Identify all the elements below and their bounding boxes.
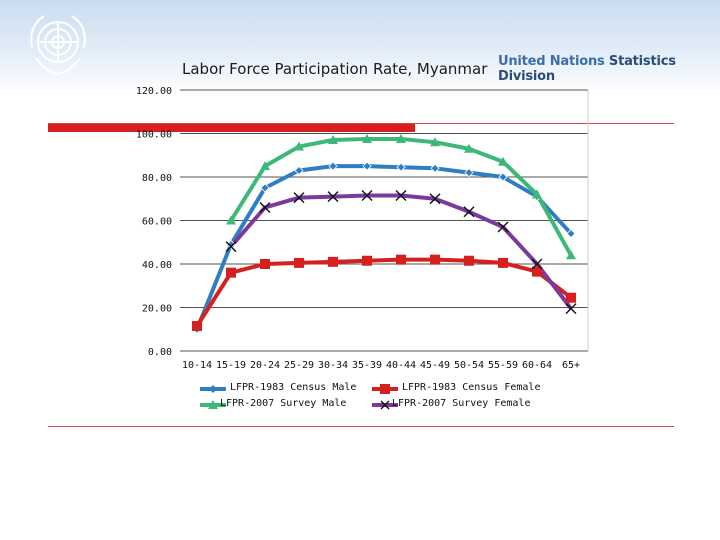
data-point-s2-5: [362, 133, 372, 143]
x-tick-label: 65+: [562, 360, 580, 371]
data-point-s3-4: [327, 191, 339, 203]
x-tick-label: 25-29: [284, 360, 314, 371]
y-tick-label: 100.00: [136, 130, 172, 141]
data-point-s0-2: [260, 183, 270, 193]
data-point-s3-5: [361, 189, 373, 201]
data-point-s1-11: [566, 292, 576, 303]
bottom-rule: [48, 426, 674, 427]
data-point-s0-3: [294, 165, 304, 176]
data-point-s2-4: [328, 135, 338, 145]
data-point-s3-9: [497, 221, 509, 233]
legend-label: LFPR-2007 Survey Male: [220, 398, 347, 409]
series-line-0: [195, 164, 573, 330]
un-emblem-icon: [30, 15, 86, 76]
data-point-s0-4: [328, 161, 338, 171]
data-point-s0-7: [430, 163, 440, 173]
org-name-part1: United Nations: [498, 54, 605, 69]
data-point-s3-3: [293, 192, 305, 204]
org-name-part2: Statistics Division: [498, 54, 676, 84]
chart-title: Labor Force Participation Rate, Myanmar: [182, 60, 488, 78]
data-point-s2-10: [532, 189, 542, 199]
legend-swatch: [200, 400, 226, 409]
data-point-s0-9: [498, 172, 508, 182]
data-point-s1-0: [192, 320, 202, 331]
x-tick-label: 35-39: [352, 360, 382, 371]
data-point-s2-11: [566, 250, 576, 260]
legend-swatch: [200, 385, 226, 393]
data-point-s1-7: [430, 254, 440, 265]
data-point-s3-11: [565, 303, 577, 315]
x-tick-label: 55-59: [488, 360, 518, 371]
y-tick-label: 80.00: [142, 173, 172, 184]
x-tick-label: 10-14: [182, 360, 212, 371]
data-point-s2-1: [226, 215, 236, 225]
data-point-s1-9: [498, 257, 508, 268]
data-point-s2-9: [498, 156, 508, 166]
org-name: United Nations Statistics Division: [498, 54, 720, 84]
data-point-s2-8: [464, 143, 474, 153]
x-tick-label: 20-24: [250, 360, 280, 371]
data-point-s2-7: [430, 137, 440, 147]
data-point-s3-8: [463, 206, 475, 218]
x-tick-label: 40-44: [386, 360, 416, 371]
series-line-1: [195, 257, 573, 328]
legend-swatch: [372, 384, 398, 394]
data-point-s1-8: [464, 255, 474, 266]
data-point-s2-3: [294, 141, 304, 151]
data-point-s1-10: [532, 266, 542, 277]
y-tick-label: 20.00: [142, 304, 172, 315]
data-point-s2-2: [260, 161, 270, 171]
data-point-s0-6: [396, 162, 406, 172]
data-point-s0-11: [566, 228, 576, 239]
data-point-s1-5: [362, 255, 372, 266]
y-tick-label: 0.00: [148, 347, 172, 358]
data-point-s0-8: [464, 168, 474, 178]
data-point-s1-2: [260, 259, 270, 269]
top-rule: [48, 123, 674, 124]
data-point-s3-10: [531, 258, 543, 270]
data-point-s1-3: [294, 257, 304, 268]
x-tick-label: 60-64: [522, 360, 552, 371]
x-tick-label: 45-49: [420, 360, 450, 371]
data-point-s2-6: [396, 133, 406, 143]
x-tick-label: 30-34: [318, 360, 348, 371]
y-tick-label: 40.00: [142, 260, 172, 271]
data-point-s1-4: [328, 256, 338, 267]
legend-label: LFPR-2007 Survey Female: [392, 398, 531, 409]
data-point-s0-5: [362, 161, 372, 171]
header-band: [0, 0, 720, 95]
data-point-s3-7: [429, 193, 441, 205]
data-point-s1-1: [226, 267, 236, 278]
legend-swatch: [372, 400, 398, 410]
y-tick-label: 120.00: [136, 86, 172, 97]
y-tick-label: 60.00: [142, 217, 172, 228]
series-line-3: [229, 193, 573, 310]
x-tick-label: 50-54: [454, 360, 484, 371]
data-point-s3-1: [225, 241, 237, 253]
legend-label: LFPR-1983 Census Male: [230, 382, 357, 393]
data-point-s3-6: [395, 189, 407, 201]
x-tick-label: 15-19: [216, 360, 246, 371]
accent-bar: [48, 123, 415, 132]
legend-label: LFPR-1983 Census Female: [402, 382, 541, 393]
data-point-s3-2: [259, 201, 271, 213]
data-point-s1-6: [396, 254, 406, 265]
